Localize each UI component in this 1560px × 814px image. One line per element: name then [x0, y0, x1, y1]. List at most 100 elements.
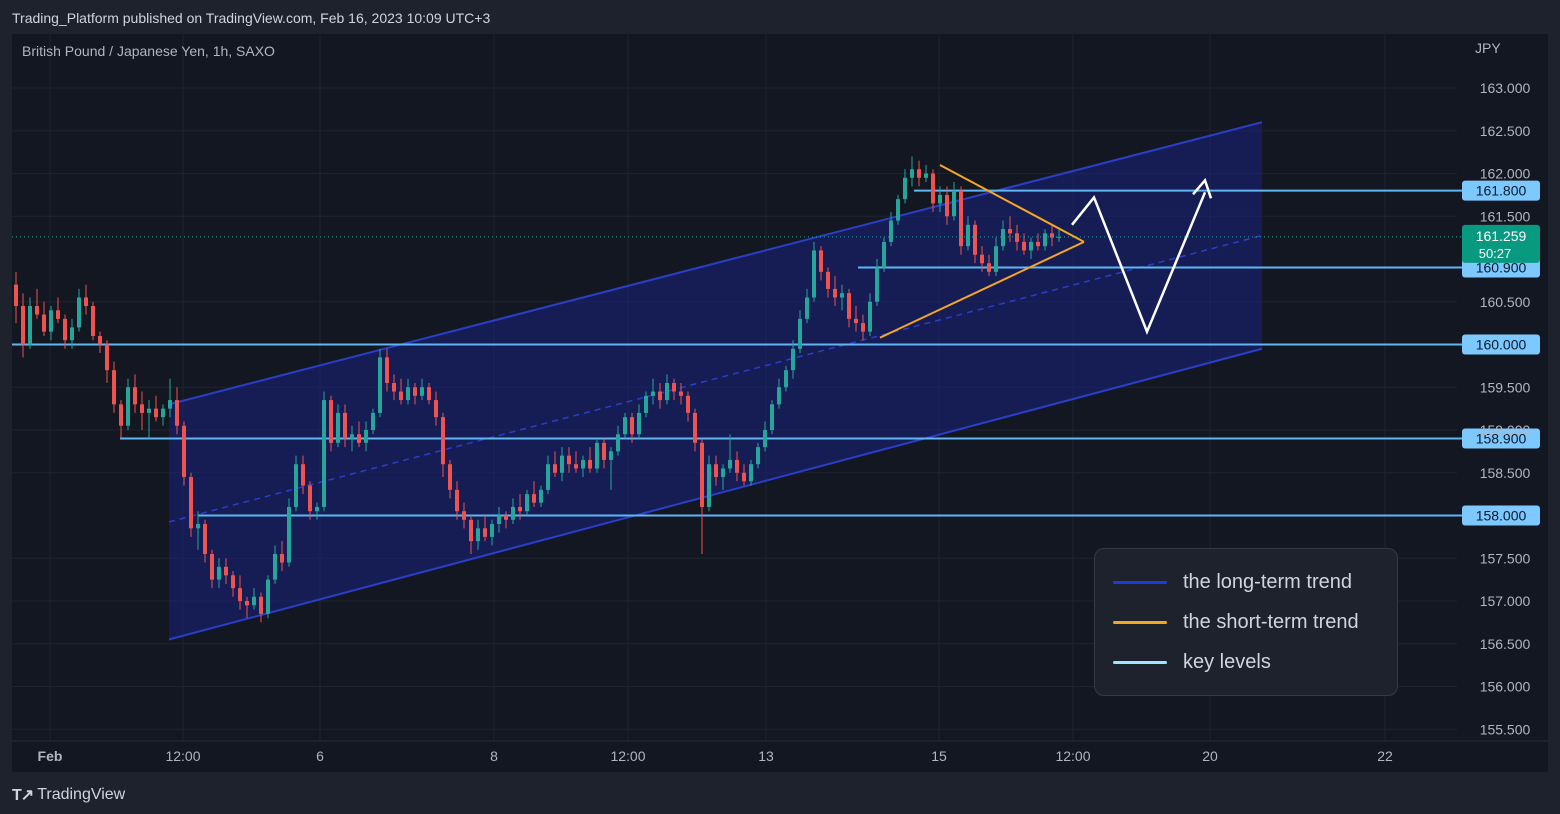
- candle-body: [532, 494, 536, 503]
- candle-body: [21, 306, 25, 345]
- candle-body: [728, 459, 732, 469]
- countdown-label: 50:27: [1479, 246, 1512, 261]
- price-tick-label: 163.000: [1480, 80, 1531, 96]
- candle-body: [938, 194, 942, 204]
- candle-body: [847, 293, 851, 319]
- key-level-badge: [1462, 505, 1540, 526]
- candle-body: [133, 387, 137, 405]
- candle-body: [595, 442, 599, 469]
- candle-body: [714, 464, 718, 478]
- candle-body: [812, 250, 816, 298]
- key-level-badge: [1462, 428, 1540, 449]
- candle-body: [588, 459, 592, 469]
- candle-body: [826, 271, 830, 289]
- candle-body: [154, 408, 158, 418]
- candle-body: [504, 515, 508, 520]
- tradingview-logo-icon: T↗: [12, 787, 34, 804]
- candle-body: [756, 447, 760, 465]
- last-price-label: 161.259: [1476, 228, 1527, 244]
- time-tick-label: 12:00: [610, 748, 645, 764]
- candle-body: [945, 194, 949, 217]
- candle-body: [378, 357, 382, 413]
- chart-panel[interactable]: 161.800 160.900 160.000 158.900 158.000 155.5…: [12, 34, 1548, 772]
- candle-body: [952, 190, 956, 217]
- candle-body: [651, 391, 655, 396]
- candle-body: [252, 596, 256, 606]
- candle-body: [987, 263, 991, 272]
- time-tick-label: 13: [758, 748, 774, 764]
- candle-body: [581, 459, 585, 469]
- candle-body: [14, 284, 18, 307]
- candle-body: [777, 387, 781, 405]
- candle-body: [623, 417, 627, 435]
- candle-body: [931, 173, 935, 204]
- candle-body: [105, 344, 109, 371]
- candle-body: [203, 524, 207, 554]
- candle-body: [490, 524, 494, 537]
- candle-body: [1001, 229, 1005, 247]
- candle-body: [553, 464, 557, 473]
- candle-body: [434, 400, 438, 418]
- candle-body: [77, 297, 81, 328]
- candle-body: [98, 335, 102, 345]
- candle-body: [742, 472, 746, 482]
- candle-body: [763, 430, 767, 448]
- time-tick-label: 6: [316, 748, 324, 764]
- candle-body: [1008, 229, 1012, 234]
- candle-body: [126, 387, 130, 426]
- candle-body: [196, 524, 200, 529]
- candle-body: [245, 601, 249, 606]
- time-tick-label: 8: [490, 748, 498, 764]
- candle-body: [868, 301, 872, 332]
- candle-body: [875, 267, 879, 302]
- candle-body: [441, 417, 445, 465]
- candle-body: [420, 387, 424, 396]
- candle-body: [721, 468, 725, 478]
- candle-body: [161, 408, 165, 418]
- candle-body: [616, 434, 620, 452]
- price-tick-label: 162.000: [1480, 166, 1531, 182]
- time-tick-label: 12:00: [165, 748, 200, 764]
- candle-body: [147, 408, 151, 413]
- footer-brand[interactable]: T↗ TradingView: [12, 785, 125, 805]
- candle-body: [287, 506, 291, 563]
- candle-body: [280, 553, 284, 563]
- candle-body: [903, 177, 907, 200]
- candle-body: [322, 400, 326, 507]
- candle-body: [854, 318, 858, 324]
- candle-body: [959, 190, 963, 247]
- candle-body: [609, 451, 613, 460]
- candle-body: [455, 489, 459, 512]
- candle-body: [819, 250, 823, 272]
- candle-body: [70, 327, 74, 341]
- candle-body: [63, 318, 67, 341]
- legend-label-key-levels: key levels: [1183, 651, 1271, 673]
- price-tick-label: 161.500: [1480, 208, 1531, 224]
- short-term-swatch: [1113, 621, 1167, 624]
- time-tick-label: 15: [931, 748, 947, 764]
- channel-lower-line: [168, 347, 1263, 641]
- price-tick-label: 157.000: [1480, 593, 1531, 609]
- candle-body: [49, 310, 53, 332]
- candle-body: [665, 382, 669, 401]
- candle-body: [294, 464, 298, 507]
- triangle-lower-line: [879, 240, 1085, 339]
- candle-body: [518, 506, 522, 512]
- currency-label: JPY: [1475, 40, 1501, 56]
- price-tick-label: 159.500: [1480, 379, 1531, 395]
- price-tick-label: 156.500: [1480, 636, 1531, 652]
- candle-body: [448, 464, 452, 490]
- channel-fill: [169, 122, 1262, 640]
- candle-body: [686, 395, 690, 413]
- candle-body: [140, 404, 144, 413]
- candle-body: [798, 318, 802, 349]
- price-tick-label: 157.500: [1480, 550, 1531, 566]
- candle-body: [1015, 233, 1019, 242]
- candle-body: [343, 412, 347, 439]
- key-level-badge: [1462, 334, 1540, 355]
- candle-body: [483, 528, 487, 537]
- price-candles: [14, 156, 1061, 623]
- candle-body: [182, 425, 186, 478]
- candle-body: [1043, 233, 1047, 247]
- candle-body: [574, 464, 578, 469]
